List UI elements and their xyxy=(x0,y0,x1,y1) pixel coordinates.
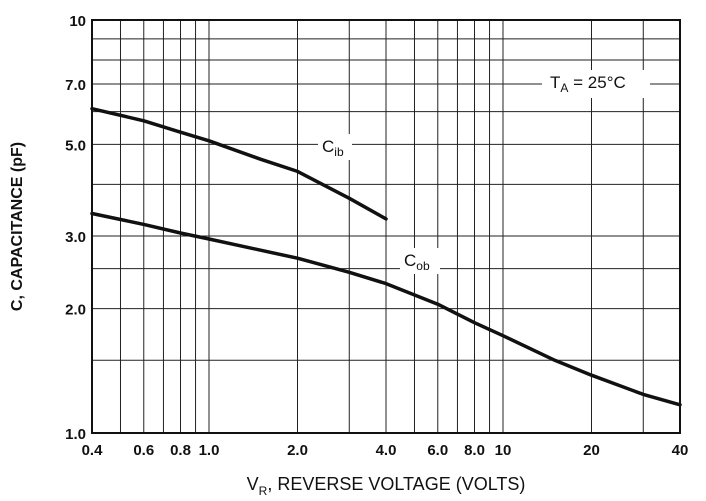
x-tick-label: 0.4 xyxy=(82,442,104,459)
plot-frame xyxy=(91,19,681,434)
lab-cib-background xyxy=(318,134,352,160)
y-tick-label: 1.0 xyxy=(65,426,86,443)
y-tick-label: 3.0 xyxy=(65,229,86,246)
curves xyxy=(90,106,682,407)
y-axis-title: C, CAPACITANCE (pF) xyxy=(9,142,26,311)
x-tick-label: 1.0 xyxy=(199,442,220,459)
y-tick-label: 2.0 xyxy=(65,302,86,319)
x-axis-title: VR, REVERSE VOLTAGE (VOLTS) xyxy=(247,474,526,498)
series-label-cob: Cob xyxy=(404,251,430,273)
x-tick-label: 10 xyxy=(495,442,512,459)
x-tick-label: 20 xyxy=(583,442,600,459)
annotation-background xyxy=(542,70,650,98)
series-label-cib: Cib xyxy=(322,137,344,159)
x-tick-label: 0.8 xyxy=(170,442,191,459)
x-tick-label: 4.0 xyxy=(376,442,397,459)
series-line-cib xyxy=(90,106,388,221)
y-tick-label: 10 xyxy=(69,13,86,30)
temperature-annotation: TA = 25°C xyxy=(550,73,626,95)
x-tick-label: 6.0 xyxy=(427,442,448,459)
x-tick-label: 40 xyxy=(672,442,689,459)
tick-labels: 0.4 0.6 0.8 1.0 2.0 4.0 6.0 8.0 10 20 40 1.0 2.0 3.0 5… xyxy=(65,13,688,459)
x-tick-label: 0.6 xyxy=(133,442,154,459)
y-tick-label: 5.0 xyxy=(65,137,86,154)
series-line-cob xyxy=(90,211,682,407)
x-tick-label: 2.0 xyxy=(287,442,308,459)
lab-cob-background xyxy=(400,248,440,274)
y-tick-label: 7.0 xyxy=(65,77,86,94)
x-tick-label: 8.0 xyxy=(464,442,485,459)
